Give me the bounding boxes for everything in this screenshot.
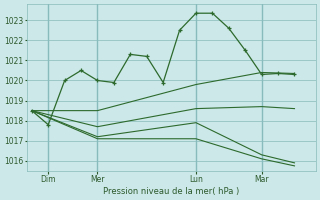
X-axis label: Pression niveau de la mer( hPa ): Pression niveau de la mer( hPa )	[103, 187, 239, 196]
